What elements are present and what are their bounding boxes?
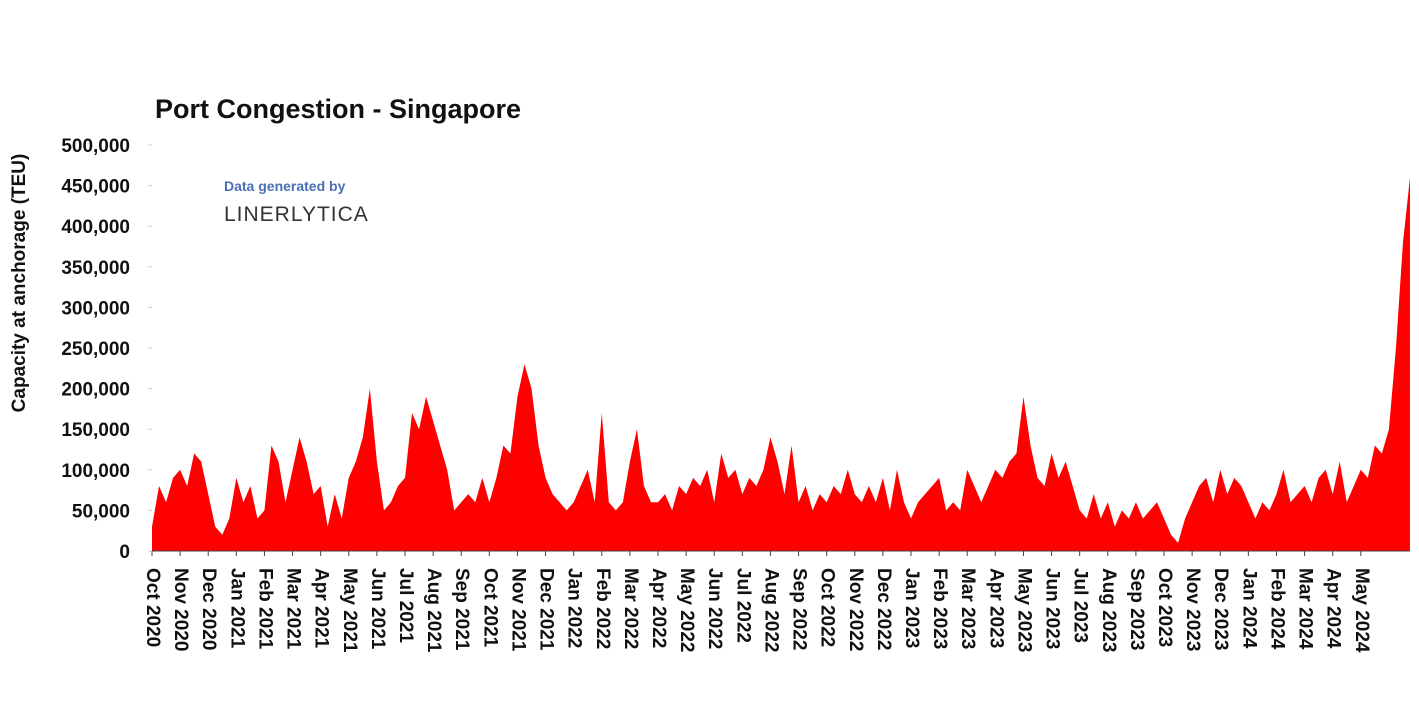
x-tick-label: Jan 2021 — [226, 568, 247, 649]
x-tick-label: Mar 2024 — [1295, 568, 1316, 650]
x-tick-label: Apr 2023 — [985, 568, 1006, 648]
x-tick-label: Oct 2022 — [817, 568, 838, 647]
x-tick-label: Sep 2022 — [789, 568, 810, 650]
y-axis-label: Capacity at anchorage (TEU) — [9, 154, 30, 413]
x-tick-label: Apr 2024 — [1323, 568, 1344, 649]
y-tick-label: 100,000 — [61, 461, 130, 482]
x-tick-label: Dec 2023 — [1210, 568, 1231, 650]
x-tick-label: Feb 2023 — [929, 568, 950, 649]
y-tick-label: 250,000 — [61, 339, 130, 360]
x-tick-label: Jan 2024 — [1238, 568, 1259, 649]
x-tick-label: May 2023 — [1013, 568, 1034, 653]
y-tick-label: 200,000 — [61, 380, 130, 401]
x-tick-label: Jul 2021 — [395, 568, 416, 643]
x-tick-label: Apr 2022 — [648, 568, 669, 648]
x-tick-label: Jul 2022 — [732, 568, 753, 643]
x-tick-label: May 2022 — [676, 568, 697, 653]
y-tick-label: 500,000 — [61, 136, 130, 157]
x-tick-label: Mar 2023 — [957, 568, 978, 649]
y-tick-label: 150,000 — [61, 420, 130, 441]
x-tick-label: Sep 2021 — [451, 568, 472, 651]
annotation: LINERLYTICA — [224, 203, 369, 226]
x-tick-label: Feb 2024 — [1266, 568, 1287, 650]
y-tick-label: 300,000 — [61, 298, 130, 319]
x-tick-label: Jan 2022 — [564, 568, 585, 648]
y-tick-label: 50,000 — [72, 501, 130, 522]
x-tick-label: Jun 2022 — [704, 568, 725, 649]
x-tick-label: May 2024 — [1351, 568, 1372, 653]
x-tick-label: Dec 2021 — [536, 568, 557, 651]
x-tick-label: Dec 2022 — [873, 568, 894, 650]
x-tick-label: Oct 2020 — [142, 568, 163, 647]
y-tick-label: 0 — [119, 542, 130, 563]
chart-title: Port Congestion - Singapore — [155, 94, 521, 124]
x-tick-label: Nov 2020 — [170, 568, 191, 651]
x-tick-label: Nov 2022 — [845, 568, 866, 651]
y-tick-label: 450,000 — [61, 177, 130, 198]
x-tick-label: Nov 2021 — [507, 568, 528, 652]
x-tick-label: Aug 2023 — [1098, 568, 1119, 652]
x-tick-label: Jan 2023 — [901, 568, 922, 648]
x-tick-label: Oct 2021 — [479, 568, 500, 648]
x-tick-label: May 2021 — [339, 568, 360, 653]
x-tick-label: Mar 2021 — [283, 568, 304, 650]
x-tick-label: Aug 2021 — [423, 568, 444, 653]
x-tick-label: Aug 2022 — [760, 568, 781, 652]
x-tick-label: Oct 2023 — [1154, 568, 1175, 647]
x-tick-label: Jul 2023 — [1070, 568, 1091, 643]
x-tick-label: Mar 2022 — [620, 568, 641, 649]
x-tick-label: Feb 2022 — [592, 568, 613, 649]
annotation: Data generated by — [224, 178, 346, 194]
area — [152, 177, 1410, 552]
x-tick-label: Apr 2021 — [311, 568, 332, 649]
x-tick-label: Feb 2021 — [254, 568, 275, 650]
x-tick-label: Nov 2023 — [1182, 568, 1203, 651]
x-tick-label: Sep 2023 — [1126, 568, 1147, 650]
y-tick-label: 350,000 — [61, 258, 130, 279]
x-tick-label: Jun 2023 — [1042, 568, 1063, 649]
x-tick-label: Jun 2021 — [367, 568, 388, 650]
x-tick-label: Dec 2020 — [198, 568, 219, 650]
y-tick-label: 400,000 — [61, 217, 130, 238]
